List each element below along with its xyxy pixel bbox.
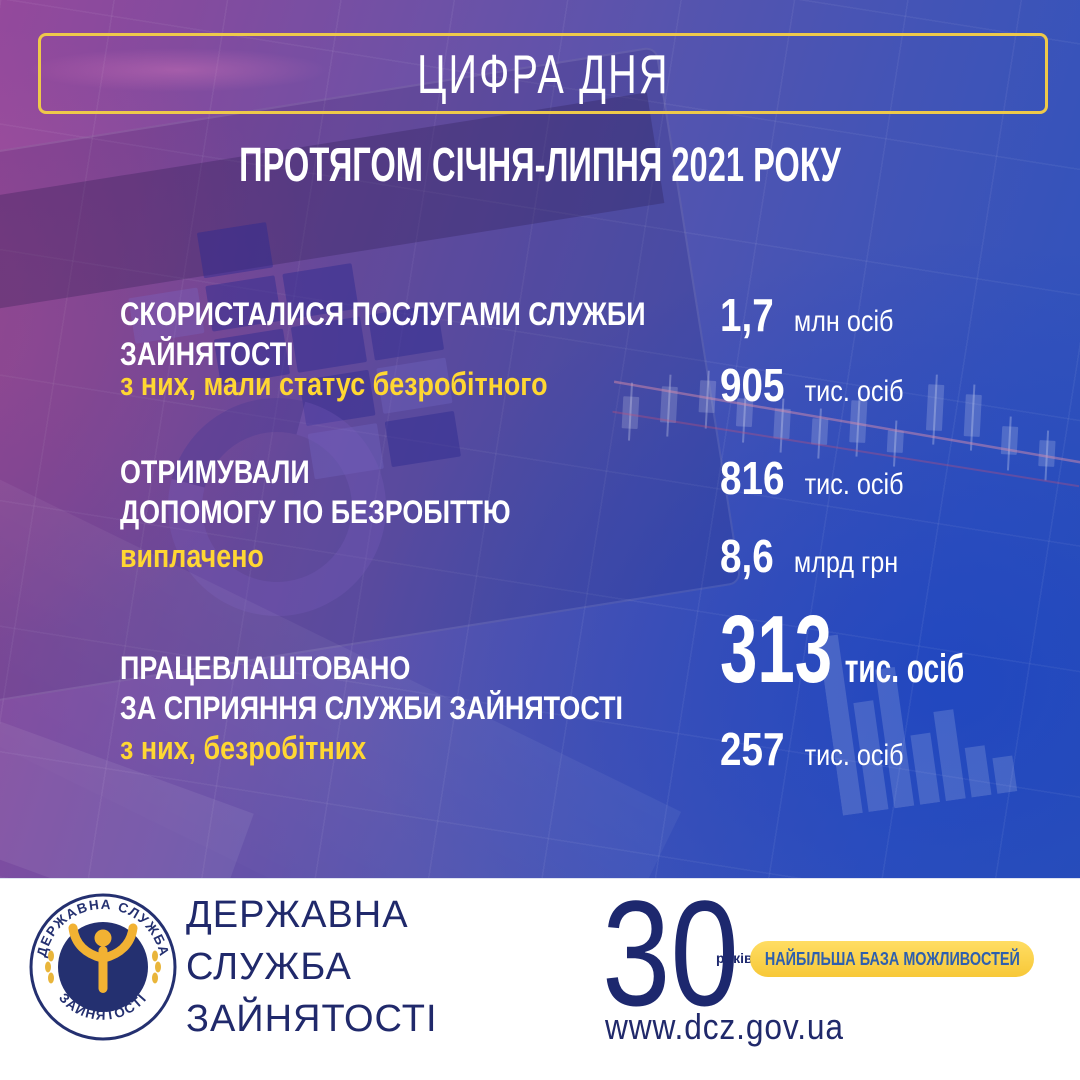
- stat-sublabel-1: з них, мали статус безробітного: [120, 364, 629, 404]
- logo-person-figure: [68, 923, 138, 993]
- background-heatmap-cells: [128, 222, 461, 480]
- stat-subvalue-row-3: 257 тис. осіб: [720, 726, 904, 772]
- stat-unit: тис. осіб: [804, 739, 904, 772]
- org-name-line: ЗАЙНЯТОСТІ: [186, 998, 438, 1040]
- hero-content: ЦИФРА ДНЯ ПРОТЯГОМ СІЧНЯ-ЛИПНЯ 2021 РОКУ…: [38, 33, 1048, 772]
- stat-unit: тис. осіб: [804, 375, 904, 408]
- stat-label-2: ОТРИМУВАЛИ ДОПОМОГУ ПО БЕЗРОБІТТЮ: [120, 452, 585, 532]
- stat-value: 905: [720, 359, 785, 411]
- stat-sublabel-line: з них, мали статус безробітного: [120, 366, 548, 402]
- logo-wheat-left: [45, 950, 54, 984]
- slogan-badge: НАЙБІЛЬША БАЗА МОЖЛИВОСТЕЙ: [750, 941, 1034, 977]
- background-candlestick-chart: [612, 370, 1080, 488]
- stat-unit: млн осіб: [793, 305, 894, 338]
- stat-label-line: ЗАЙНЯТОСТІ: [120, 336, 294, 372]
- title-box: ЦИФРА ДНЯ: [38, 33, 1048, 114]
- stat-label-3: ПРАЦЕВЛАШТОВАНО ЗА СПРИЯННЯ СЛУЖБИ ЗАЙНЯ…: [120, 648, 719, 728]
- stat-unit: млрд грн: [793, 546, 899, 579]
- background-gradient: [0, 0, 1080, 878]
- stat-value-row-3: 313 тис. осіб: [720, 602, 964, 698]
- background-glow: [28, 48, 328, 92]
- stat-unit: тис. осіб: [844, 647, 965, 691]
- org-name: ДЕРЖАВНА СЛУЖБА ЗАЙНЯТОСТІ: [186, 889, 438, 1045]
- stat-label-line: СКОРИСТАЛИСЯ ПОСЛУГАМИ СЛУЖБИ: [120, 296, 646, 332]
- hero-section: ЦИФРА ДНЯ ПРОТЯГОМ СІЧНЯ-ЛИПНЯ 2021 РОКУ…: [0, 0, 1080, 878]
- stat-value: 8,6: [720, 530, 774, 582]
- stat-value-row-1: 1,7 млн осіб: [720, 292, 893, 338]
- stat-value-row-2: 816 тис. осіб: [720, 455, 904, 501]
- org-name-line: ДЕРЖАВНА: [186, 894, 409, 936]
- stat-label-1: СКОРИСТАЛИСЯ ПОСЛУГАМИ СЛУЖБИ ЗАЙНЯТОСТІ: [120, 294, 746, 374]
- website-link[interactable]: www.dcz.gov.ua: [605, 1006, 844, 1047]
- employment-service-logo-icon: ДЕРЖАВНА СЛУЖБА ЗАЙНЯТОСТІ: [29, 893, 177, 1041]
- stat-value: 313: [720, 596, 833, 703]
- years-word: років: [716, 950, 753, 966]
- stat-label-line: ОТРИМУВАЛИ: [120, 454, 310, 490]
- stat-subvalue-row-1: 905 тис. осіб: [720, 362, 904, 408]
- org-name-line: СЛУЖБА: [186, 946, 352, 988]
- stat-sublabel-3: з них, безробітних: [120, 728, 413, 768]
- stat-sublabel-line: з них, безробітних: [120, 730, 367, 766]
- footer: ДЕРЖАВНА СЛУЖБА ЗАЙНЯТОСТІ ДЕРЖАВНА СЛУЖ…: [0, 878, 1080, 1080]
- stat-value: 816: [720, 452, 785, 504]
- subtitle: ПРОТЯГОМ СІЧНЯ-ЛИПНЯ 2021 РОКУ: [239, 139, 841, 192]
- logo-wheat-right: [152, 950, 161, 984]
- stat-subvalue-row-2: 8,6 млрд грн: [720, 533, 898, 579]
- stat-sublabel-line: виплачено: [120, 538, 264, 574]
- stat-sublabel-2: виплачено: [120, 536, 291, 576]
- slogan-text: НАЙБІЛЬША БАЗА МОЖЛИВОСТЕЙ: [764, 948, 1020, 969]
- background-bar-chart: [817, 634, 1018, 816]
- stat-label-line: ПРАЦЕВЛАШТОВАНО: [120, 650, 411, 686]
- stat-value: 1,7: [720, 289, 774, 341]
- stat-label-line: ЗА СПРИЯННЯ СЛУЖБИ ЗАЙНЯТОСТІ: [120, 690, 623, 726]
- years-number: 30: [602, 869, 739, 1037]
- background-gridlines: [0, 0, 1080, 878]
- stat-label-line: ДОПОМОГУ ПО БЕЗРОБІТТЮ: [120, 494, 511, 530]
- stat-value: 257: [720, 723, 785, 775]
- stat-unit: тис. осіб: [804, 468, 904, 501]
- page-title: ЦИФРА ДНЯ: [416, 42, 670, 105]
